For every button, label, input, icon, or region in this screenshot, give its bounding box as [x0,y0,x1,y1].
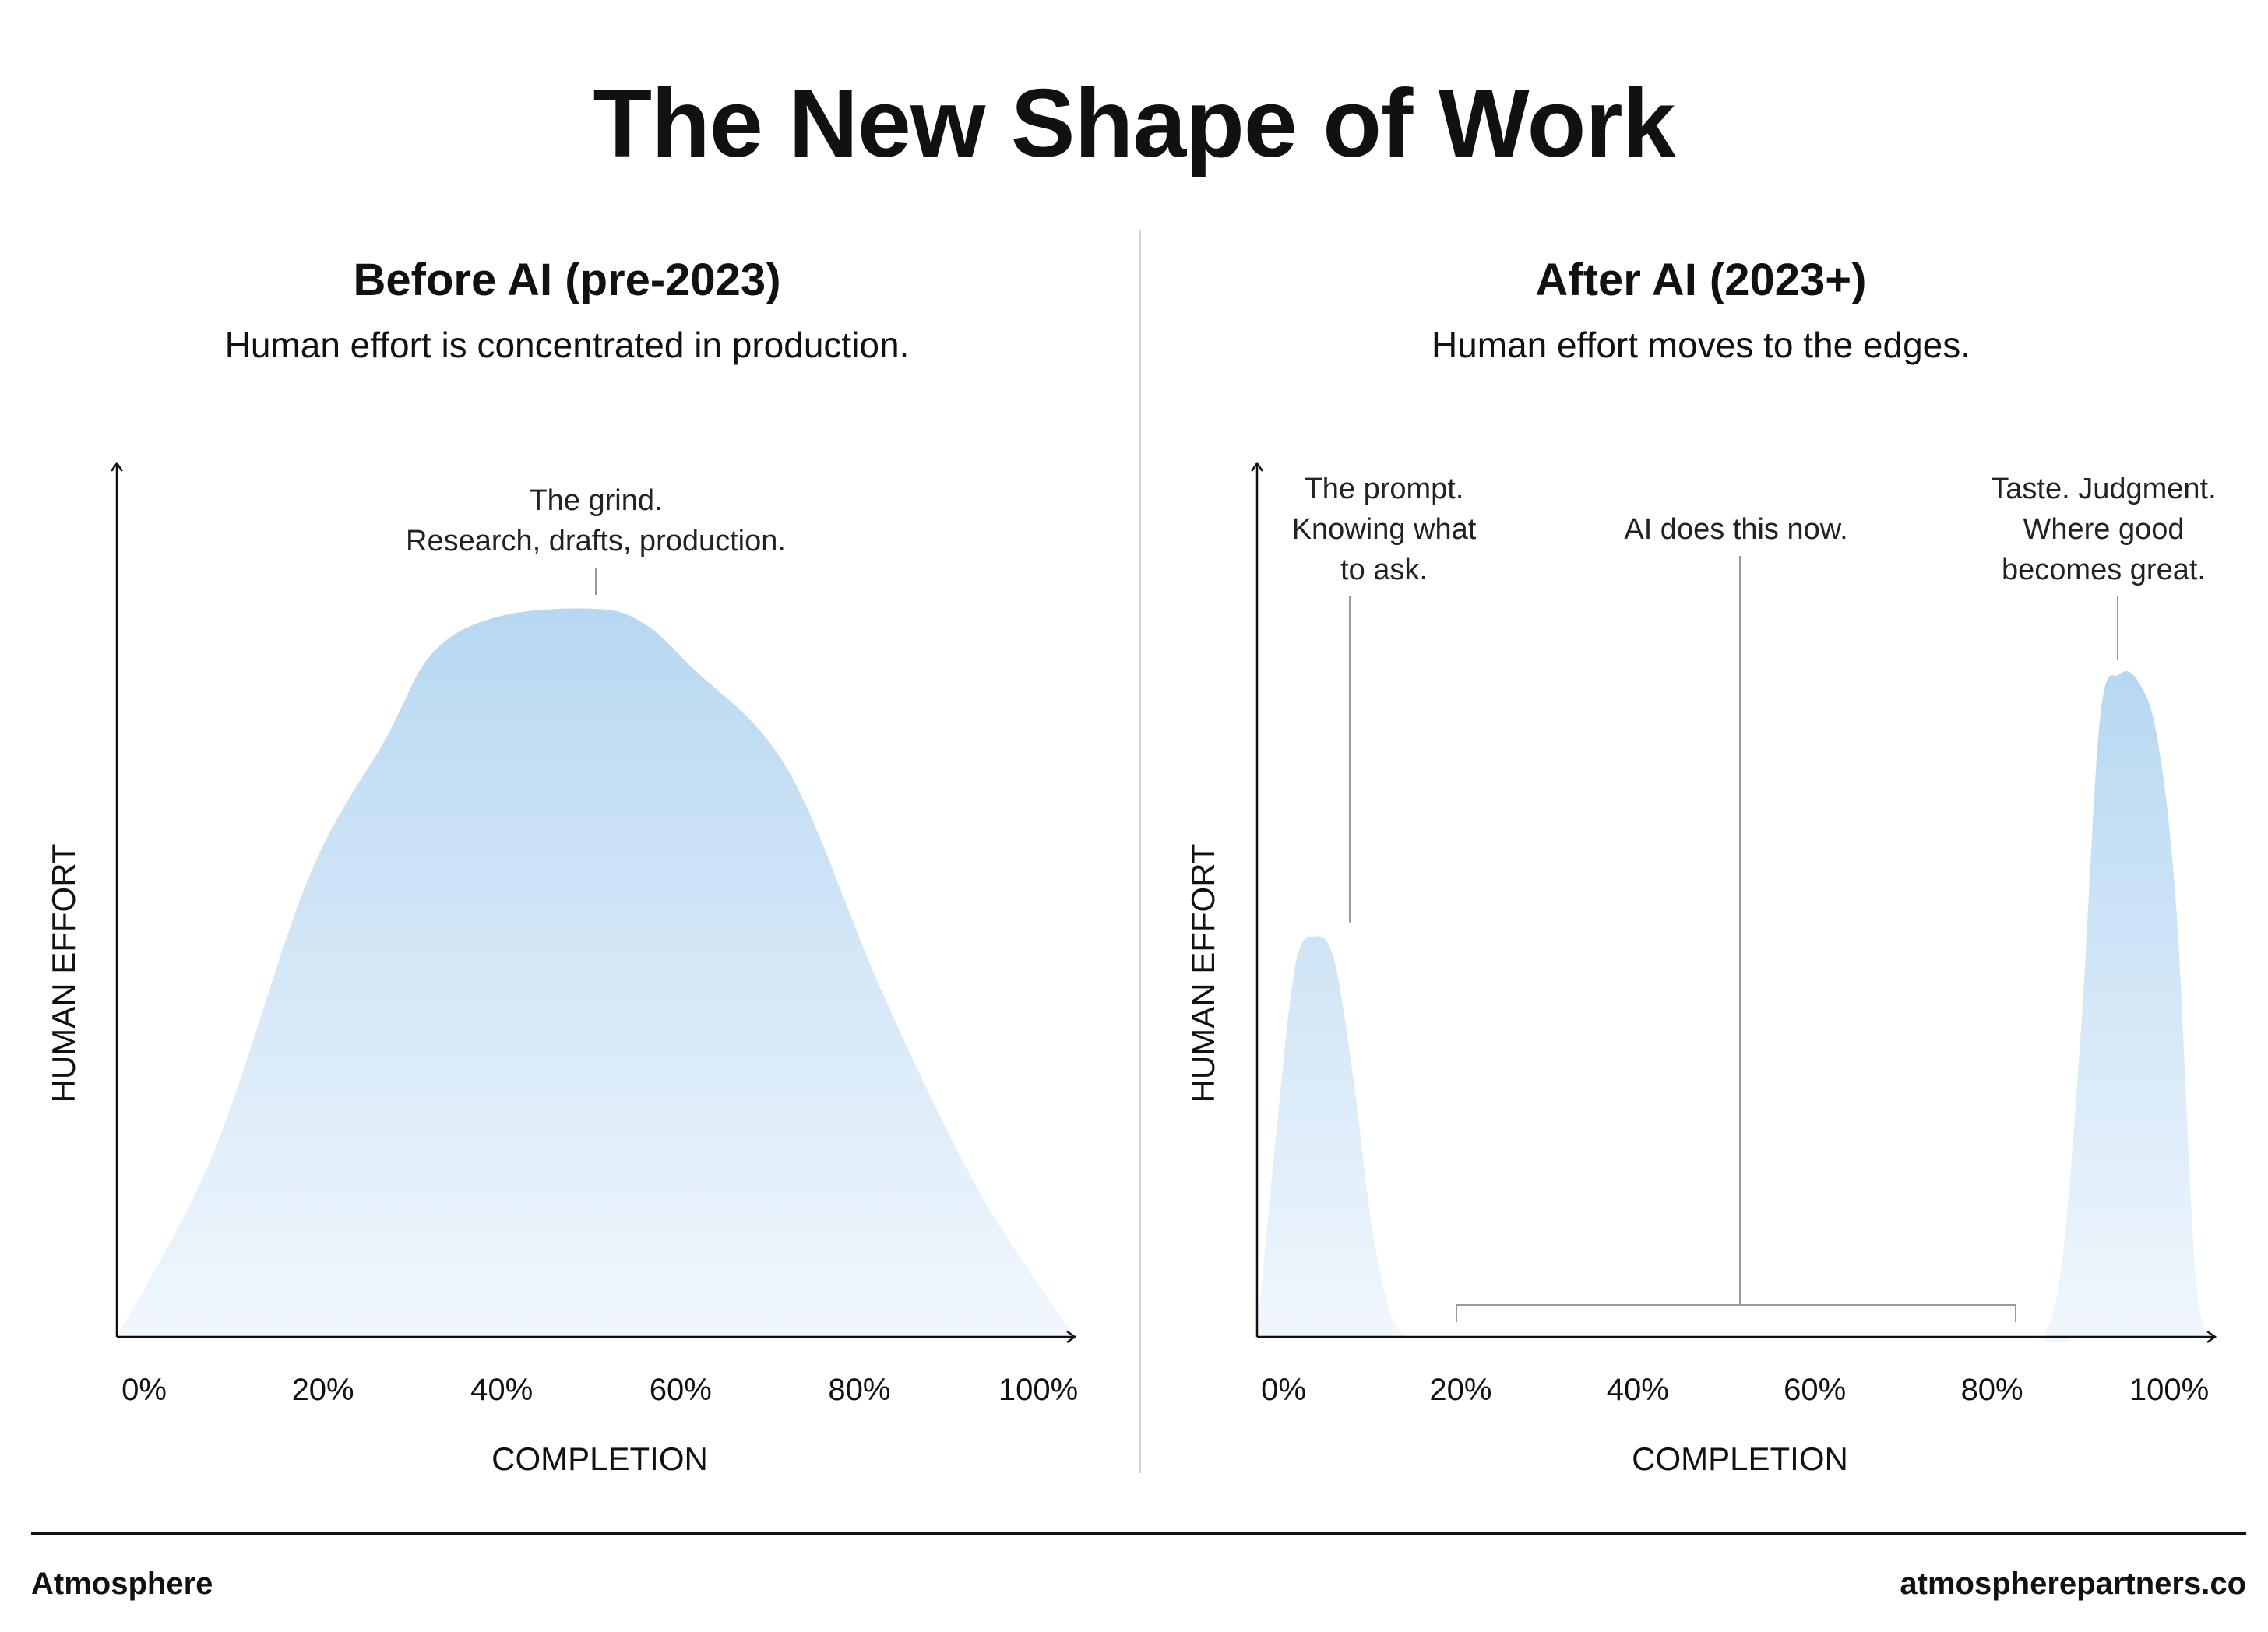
footer-url[interactable]: atmospherepartners.co [1900,1567,2246,1601]
x-tick-label: 100% [2129,1373,2209,1407]
x-tick-label: 20% [1429,1373,1491,1407]
after-panel-subtitle: Human effort moves to the edges. [1431,325,1971,365]
annotation-line: Knowing what [1292,513,1477,546]
x-tick-label: 60% [1784,1373,1846,1407]
x-tick-label: 80% [828,1373,890,1407]
annotation-line: The prompt. [1305,473,1464,505]
annotation-line: Where good [2023,513,2184,546]
annotation-text: The grind. Research, drafts, production. [406,484,786,557]
annotation-text: AI does this now. [1624,513,1847,546]
annotation-line: Taste. Judgment. [1991,473,2216,505]
x-tick-label: 60% [650,1373,712,1407]
panel-divider [1139,230,1141,1473]
annotation-line: to ask. [1340,554,1428,586]
annotation-text: Taste. Judgment. Where good becomes great. [1991,473,2216,586]
after-panel-header: After AI (2023+) Human effort moves to t… [1134,248,2268,377]
x-axis-arrow [1066,1330,1077,1344]
y-axis-arrow [110,461,124,472]
effort-area [1257,670,2215,1342]
x-tick-label: 0% [122,1373,167,1407]
x-axis-arrow [2206,1330,2217,1344]
x-axis-label: COMPLETION [1632,1440,1848,1477]
after-panel-title: After AI (2023+) [1535,255,1867,305]
before-panel-header: Before AI (pre-2023) Human effort is con… [0,248,1134,377]
annotation-line: becomes great. [2002,554,2206,586]
x-axis-label: COMPLETION [491,1440,708,1477]
x-tick-label: 0% [1261,1373,1306,1407]
x-tick-label: 20% [292,1373,354,1407]
annotation-text: The prompt. Knowing what to ask. [1292,473,1477,586]
annotation-line: AI does this now. [1624,513,1847,546]
annotation-line: The grind. [529,484,662,517]
y-axis-label: HUMAN EFFORT [1185,844,1221,1103]
x-tick-label: 40% [1607,1373,1669,1407]
footer-rule [31,1532,2246,1535]
before-ai-chart: 0% 20% 40% 60% 80% 100% COMPLETION HUMAN EFFORT… [45,461,1078,1477]
x-tick-label: 100% [998,1373,1078,1407]
x-tick-label: 80% [1961,1373,2023,1407]
effort-area [117,608,1075,1337]
annotation-line: Research, drafts, production. [406,525,786,557]
page-title: The New Shape of Work [593,70,1675,178]
y-axis-label: HUMAN EFFORT [45,844,82,1103]
before-panel-title: Before AI (pre-2023) [353,255,781,305]
footer-brand[interactable]: Atmosphere [31,1567,213,1601]
annotation-bracket [1456,1304,2016,1322]
y-axis-arrow [1250,461,1264,472]
before-panel-subtitle: Human effort is concentrated in producti… [224,325,910,365]
x-tick-label: 40% [470,1373,533,1407]
after-ai-chart: 0% 20% 40% 60% 80% 100% COMPLETION HUMAN EFFORT… [1185,461,2217,1477]
